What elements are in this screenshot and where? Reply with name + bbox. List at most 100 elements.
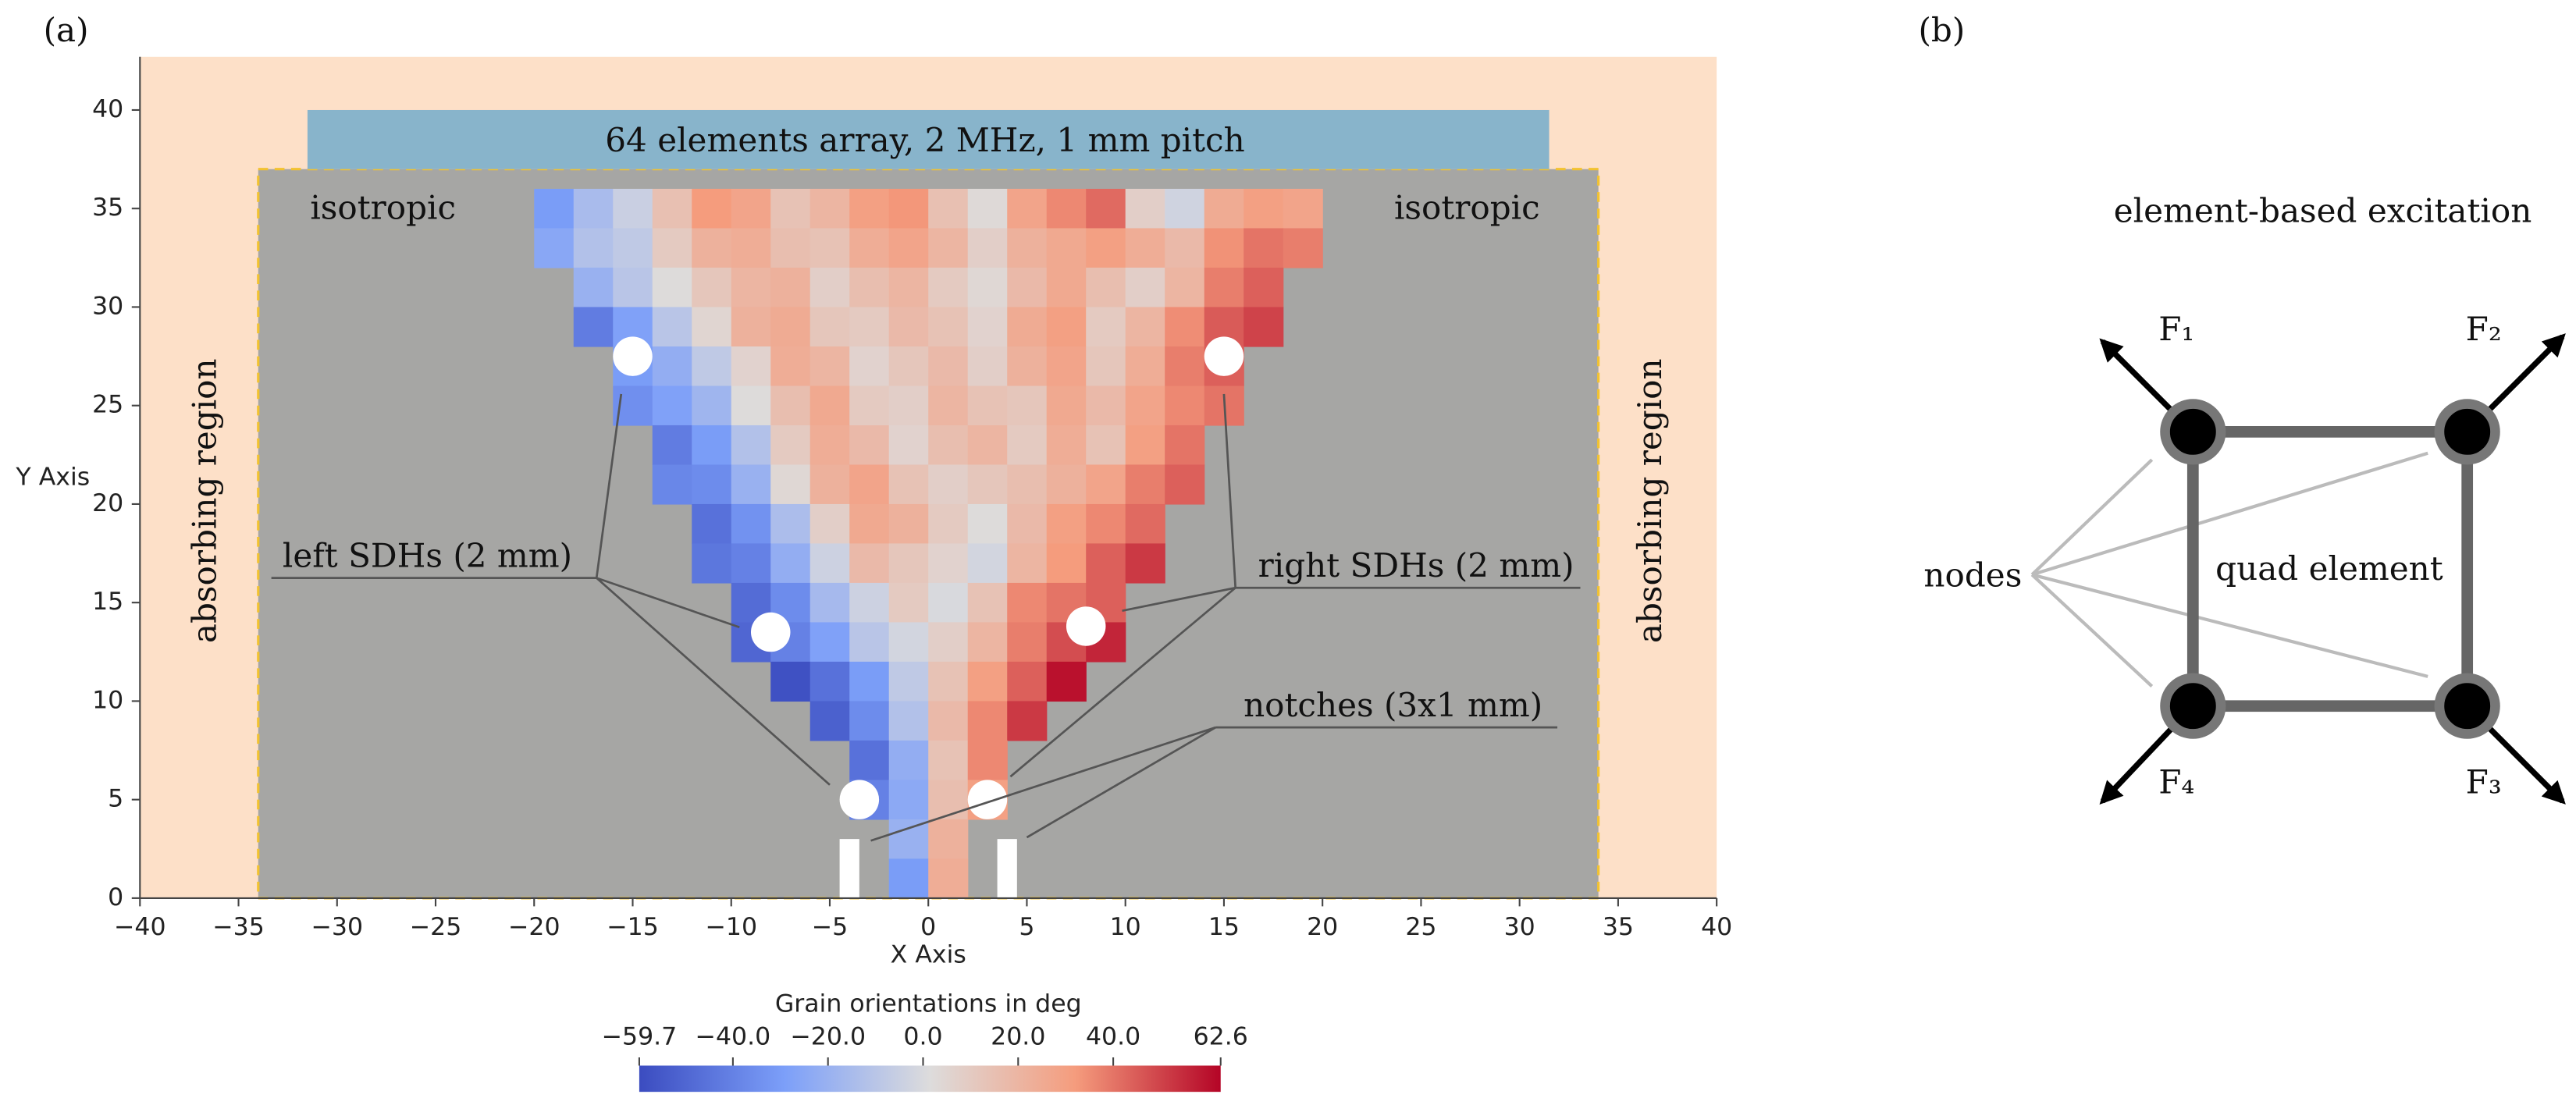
x-tick-label: −30 — [311, 913, 363, 941]
sdh-hole — [750, 612, 791, 652]
grain-cell — [1007, 188, 1048, 229]
grain-cell — [888, 819, 929, 860]
grain-cell — [731, 188, 771, 229]
annotation: left SDHs (2 mm) — [283, 536, 572, 574]
grain-cell — [1046, 503, 1087, 545]
grain-cell — [1007, 503, 1048, 545]
x-tick-label: −5 — [812, 913, 849, 941]
grain-cell — [731, 267, 771, 308]
grain-cell — [1046, 188, 1087, 229]
panel-label: (a) — [44, 11, 89, 49]
grain-cell — [928, 819, 969, 860]
grain-cell — [534, 188, 575, 229]
grain-cell — [809, 188, 850, 229]
grain-cell — [1125, 307, 1165, 347]
grain-cell — [770, 661, 811, 702]
grain-cell — [573, 267, 614, 308]
grain-cell — [1125, 543, 1165, 584]
y-tick-label: 40 — [92, 95, 123, 123]
grain-cell — [1125, 425, 1165, 466]
grain-cell — [888, 425, 929, 466]
annotations: 64 elements array, 2 MHz, 1 mm pitch iso… — [186, 121, 1669, 842]
grain-cell — [888, 307, 929, 347]
colorbar-tick-label: −40.0 — [696, 1023, 771, 1051]
grain-cell — [928, 503, 969, 545]
grain-cell — [1086, 346, 1126, 387]
grain-cell — [692, 188, 732, 229]
grain-cell — [928, 464, 969, 505]
grain-cell — [534, 228, 575, 268]
grain-cell — [1007, 464, 1048, 505]
grain-cell — [888, 188, 929, 229]
colorbar-title: Grain orientations in deg — [775, 990, 1082, 1018]
grain-cell — [1046, 464, 1087, 505]
grain-cell — [928, 622, 969, 663]
grain-cell — [731, 307, 771, 347]
grain-cell — [1165, 267, 1205, 308]
grain-cell — [888, 858, 929, 899]
annotation: absorbing region — [1631, 358, 1669, 643]
grain-cell — [1244, 228, 1284, 268]
nodes — [2160, 399, 2500, 739]
grain-cell — [967, 464, 1008, 505]
y-tick-label: 15 — [92, 588, 123, 616]
grain-cell — [692, 307, 732, 347]
grain-cell — [849, 188, 890, 229]
grain-cell — [928, 858, 969, 899]
grain-cell — [1165, 307, 1205, 347]
grain-cell — [928, 582, 969, 624]
grain-cell — [888, 346, 929, 387]
force-label: F₂ — [2466, 310, 2502, 348]
x-tick-label: 15 — [1208, 913, 1240, 941]
grain-cell — [1165, 188, 1205, 229]
grain-cell — [652, 307, 692, 347]
grain-cell — [888, 582, 929, 624]
grain-cell — [1046, 386, 1087, 426]
grain-cell — [849, 228, 890, 268]
grain-cell — [1165, 346, 1205, 387]
annotation: isotropic — [310, 188, 456, 226]
diagram: element-based excitation F₁ F₂ F₃ F₄ nod… — [1923, 192, 2566, 805]
grain-cell — [809, 386, 850, 426]
grain-cell — [1165, 425, 1205, 466]
grain-cell — [849, 307, 890, 347]
grain-cell — [652, 267, 692, 308]
y-tick-label: 10 — [92, 686, 123, 714]
grain-cell — [692, 386, 732, 426]
x-tick-label: −35 — [212, 913, 265, 941]
grain-cell — [967, 228, 1008, 268]
grain-cell — [849, 622, 890, 663]
grain-cell — [1086, 307, 1126, 347]
grain-cell — [1125, 188, 1165, 229]
grain-cell — [1204, 228, 1244, 268]
grain-cell — [1007, 661, 1048, 702]
annotation: absorbing region — [186, 358, 224, 643]
grain-cell — [1165, 228, 1205, 268]
x-tick-label: 25 — [1405, 913, 1436, 941]
grain-cell — [652, 228, 692, 268]
grain-cell — [1007, 425, 1048, 466]
x-tick-label: 0 — [920, 913, 936, 941]
grain-cell — [1046, 346, 1087, 387]
diagram-title: element-based excitation — [2114, 192, 2532, 230]
colorbar-tick-label: 20.0 — [991, 1023, 1045, 1051]
grain-cell — [849, 346, 890, 387]
grain-cell — [770, 543, 811, 584]
grain-cell — [809, 267, 850, 308]
annotation: isotropic — [1394, 188, 1540, 226]
grain-cell — [1007, 622, 1048, 663]
y-tick-label: 0 — [108, 883, 123, 911]
grain-cell — [1204, 267, 1244, 308]
grain-cell — [1244, 307, 1284, 347]
grain-cell — [888, 780, 929, 820]
annotation: 64 elements array, 2 MHz, 1 mm pitch — [605, 121, 1244, 159]
grain-cell — [967, 188, 1008, 229]
grain-cell — [770, 188, 811, 229]
grain-cell — [967, 543, 1008, 584]
grain-cell — [1086, 386, 1126, 426]
grain-cell — [731, 228, 771, 268]
grain-cell — [692, 425, 732, 466]
grain-cell — [1086, 464, 1126, 505]
grain-cell — [928, 701, 969, 741]
grain-cell — [1125, 386, 1165, 426]
